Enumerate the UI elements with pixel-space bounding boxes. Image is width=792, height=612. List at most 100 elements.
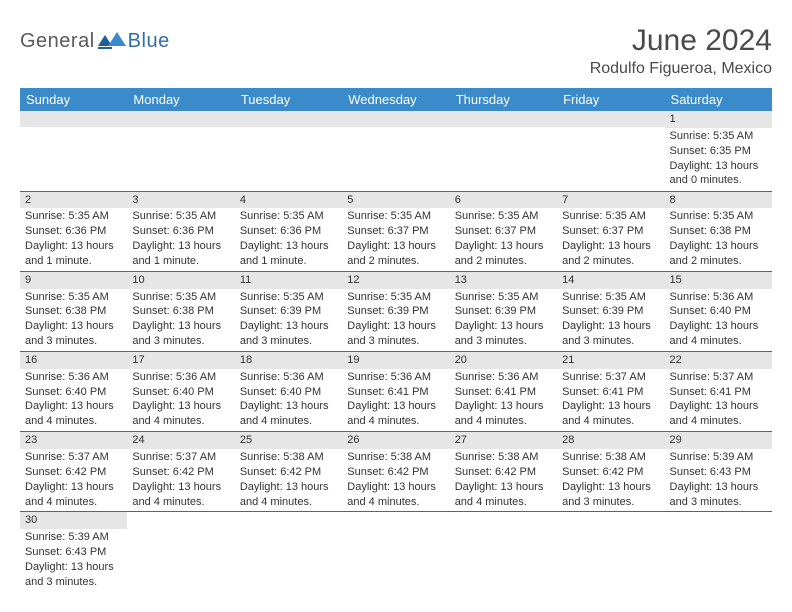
sunrise: Sunrise: 5:35 AM — [455, 290, 552, 305]
sunset: Sunset: 6:41 PM — [562, 385, 659, 400]
day-number: 3 — [127, 192, 234, 209]
day-details: Sunrise: 5:35 AMSunset: 6:36 PMDaylight:… — [235, 208, 342, 270]
sunset: Sunset: 6:36 PM — [25, 224, 122, 239]
flag-icon — [98, 31, 126, 49]
brand-part2: Blue — [128, 30, 170, 53]
day-details: Sunrise: 5:36 AMSunset: 6:40 PMDaylight:… — [235, 369, 342, 431]
sunrise: Sunrise: 5:35 AM — [347, 209, 444, 224]
sunrise: Sunrise: 5:38 AM — [562, 450, 659, 465]
col-sunday: Sunday — [20, 88, 127, 111]
day-number: 24 — [127, 432, 234, 449]
calendar-day — [20, 111, 127, 191]
calendar-day: 30Sunrise: 5:39 AMSunset: 6:43 PMDayligh… — [20, 512, 127, 592]
daylight: Daylight: 13 hours and 2 minutes. — [562, 239, 659, 269]
sunset: Sunset: 6:39 PM — [347, 304, 444, 319]
calendar-day — [127, 512, 234, 592]
day-details: Sunrise: 5:36 AMSunset: 6:40 PMDaylight:… — [127, 369, 234, 431]
day-details: Sunrise: 5:35 AMSunset: 6:37 PMDaylight:… — [450, 208, 557, 270]
sunset: Sunset: 6:42 PM — [562, 465, 659, 480]
sunrise: Sunrise: 5:39 AM — [670, 450, 767, 465]
sunrise: Sunrise: 5:35 AM — [132, 209, 229, 224]
daylight: Daylight: 13 hours and 3 minutes. — [347, 319, 444, 349]
col-tuesday: Tuesday — [235, 88, 342, 111]
sunset: Sunset: 6:38 PM — [25, 304, 122, 319]
day-number: 30 — [20, 512, 127, 529]
sunrise: Sunrise: 5:35 AM — [670, 129, 767, 144]
calendar-day — [450, 512, 557, 592]
day-number: 26 — [342, 432, 449, 449]
day-number: 18 — [235, 352, 342, 369]
calendar-day — [665, 512, 772, 592]
sunset: Sunset: 6:43 PM — [670, 465, 767, 480]
calendar-week: 9Sunrise: 5:35 AMSunset: 6:38 PMDaylight… — [20, 271, 772, 351]
sunrise: Sunrise: 5:38 AM — [240, 450, 337, 465]
sunset: Sunset: 6:42 PM — [132, 465, 229, 480]
daylight: Daylight: 13 hours and 3 minutes. — [25, 319, 122, 349]
calendar-day: 23Sunrise: 5:37 AMSunset: 6:42 PMDayligh… — [20, 432, 127, 512]
calendar-day: 16Sunrise: 5:36 AMSunset: 6:40 PMDayligh… — [20, 351, 127, 431]
calendar-day — [450, 111, 557, 191]
calendar-day: 8Sunrise: 5:35 AMSunset: 6:38 PMDaylight… — [665, 191, 772, 271]
day-details: Sunrise: 5:38 AMSunset: 6:42 PMDaylight:… — [557, 449, 664, 511]
calendar-day: 9Sunrise: 5:35 AMSunset: 6:38 PMDaylight… — [20, 271, 127, 351]
daylight: Daylight: 13 hours and 4 minutes. — [347, 399, 444, 429]
calendar-day: 2Sunrise: 5:35 AMSunset: 6:36 PMDaylight… — [20, 191, 127, 271]
calendar-body: 1Sunrise: 5:35 AMSunset: 6:35 PMDaylight… — [20, 111, 772, 592]
day-details: Sunrise: 5:36 AMSunset: 6:41 PMDaylight:… — [342, 369, 449, 431]
sunrise: Sunrise: 5:35 AM — [240, 290, 337, 305]
calendar-day: 7Sunrise: 5:35 AMSunset: 6:37 PMDaylight… — [557, 191, 664, 271]
brand-logo: General Blue — [20, 30, 170, 53]
calendar-day — [557, 111, 664, 191]
sunset: Sunset: 6:40 PM — [670, 304, 767, 319]
day-number: 23 — [20, 432, 127, 449]
day-number: 12 — [342, 272, 449, 289]
day-details: Sunrise: 5:35 AMSunset: 6:37 PMDaylight:… — [557, 208, 664, 270]
sunset: Sunset: 6:42 PM — [240, 465, 337, 480]
sunset: Sunset: 6:40 PM — [25, 385, 122, 400]
day-details: Sunrise: 5:38 AMSunset: 6:42 PMDaylight:… — [450, 449, 557, 511]
calendar-day: 14Sunrise: 5:35 AMSunset: 6:39 PMDayligh… — [557, 271, 664, 351]
day-number — [20, 111, 127, 127]
day-number — [450, 111, 557, 127]
day-number: 17 — [127, 352, 234, 369]
daylight: Daylight: 13 hours and 3 minutes. — [455, 319, 552, 349]
sunrise: Sunrise: 5:35 AM — [455, 209, 552, 224]
day-number — [557, 111, 664, 127]
day-number: 2 — [20, 192, 127, 209]
sunset: Sunset: 6:37 PM — [455, 224, 552, 239]
calendar-day: 19Sunrise: 5:36 AMSunset: 6:41 PMDayligh… — [342, 351, 449, 431]
day-number: 7 — [557, 192, 664, 209]
calendar-week: 30Sunrise: 5:39 AMSunset: 6:43 PMDayligh… — [20, 512, 772, 592]
day-details: Sunrise: 5:35 AMSunset: 6:39 PMDaylight:… — [342, 289, 449, 351]
calendar-day: 27Sunrise: 5:38 AMSunset: 6:42 PMDayligh… — [450, 432, 557, 512]
sunrise: Sunrise: 5:35 AM — [347, 290, 444, 305]
month-title: June 2024 — [590, 24, 772, 58]
day-details: Sunrise: 5:35 AMSunset: 6:38 PMDaylight:… — [127, 289, 234, 351]
daylight: Daylight: 13 hours and 1 minute. — [132, 239, 229, 269]
daylight: Daylight: 13 hours and 3 minutes. — [240, 319, 337, 349]
daylight: Daylight: 13 hours and 4 minutes. — [240, 480, 337, 510]
day-number: 9 — [20, 272, 127, 289]
day-number: 27 — [450, 432, 557, 449]
sunrise: Sunrise: 5:35 AM — [240, 209, 337, 224]
col-wednesday: Wednesday — [342, 88, 449, 111]
sunset: Sunset: 6:38 PM — [132, 304, 229, 319]
day-number: 5 — [342, 192, 449, 209]
day-details: Sunrise: 5:35 AMSunset: 6:35 PMDaylight:… — [665, 128, 772, 190]
day-details: Sunrise: 5:37 AMSunset: 6:41 PMDaylight:… — [665, 369, 772, 431]
daylight: Daylight: 13 hours and 3 minutes. — [562, 480, 659, 510]
calendar-day: 10Sunrise: 5:35 AMSunset: 6:38 PMDayligh… — [127, 271, 234, 351]
calendar-day: 22Sunrise: 5:37 AMSunset: 6:41 PMDayligh… — [665, 351, 772, 431]
daylight: Daylight: 13 hours and 2 minutes. — [347, 239, 444, 269]
calendar-day: 4Sunrise: 5:35 AMSunset: 6:36 PMDaylight… — [235, 191, 342, 271]
sunrise: Sunrise: 5:37 AM — [670, 370, 767, 385]
sunset: Sunset: 6:38 PM — [670, 224, 767, 239]
sunset: Sunset: 6:43 PM — [25, 545, 122, 560]
daylight: Daylight: 13 hours and 4 minutes. — [455, 480, 552, 510]
day-number: 10 — [127, 272, 234, 289]
sunrise: Sunrise: 5:39 AM — [25, 530, 122, 545]
sunset: Sunset: 6:37 PM — [562, 224, 659, 239]
calendar-day — [557, 512, 664, 592]
sunset: Sunset: 6:41 PM — [670, 385, 767, 400]
sunset: Sunset: 6:42 PM — [455, 465, 552, 480]
